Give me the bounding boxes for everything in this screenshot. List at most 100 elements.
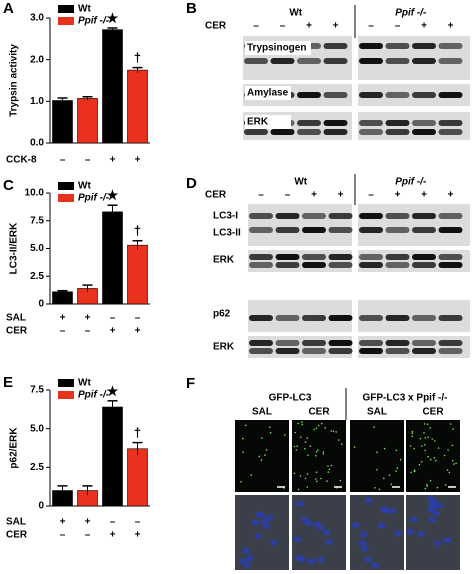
treatment-sign: + — [110, 326, 116, 337]
treatment-sign: – — [395, 21, 401, 32]
treatment-sign: + — [60, 517, 66, 528]
gfp-dot — [431, 438, 434, 440]
blot-band — [438, 315, 463, 321]
treatment-label: CER — [6, 530, 28, 541]
gfp-dot — [453, 463, 455, 465]
gfp-dot — [446, 469, 449, 471]
blot-band — [412, 129, 436, 135]
treatment-sign: + — [306, 21, 312, 32]
gfp-dot — [332, 430, 335, 433]
legend-swatch — [58, 379, 74, 387]
nucleus — [360, 545, 369, 552]
blot-band — [385, 120, 410, 126]
gfp-dot — [295, 449, 298, 451]
blot-band — [412, 348, 436, 354]
blot-band — [302, 315, 326, 321]
gfp-dot — [426, 485, 428, 488]
blot-band — [249, 227, 273, 233]
legend-swatch — [58, 17, 74, 25]
blot-band — [328, 315, 353, 321]
blot-band — [412, 340, 436, 346]
blot-band — [275, 340, 300, 346]
gfp-dot — [447, 449, 449, 451]
error-bar — [57, 97, 68, 103]
nucleus — [325, 538, 333, 545]
gfp-dot — [339, 479, 342, 482]
nucleus — [443, 537, 452, 544]
gfp-dot — [328, 468, 331, 471]
legend-label: Wt — [78, 378, 91, 389]
gfp-dot — [250, 474, 252, 476]
blot-band — [270, 58, 295, 64]
gfp-dot — [315, 478, 317, 480]
nucleus — [265, 514, 274, 521]
legend-label: Wt — [78, 4, 91, 15]
treatment-label: CER — [6, 326, 28, 337]
blot-band — [412, 43, 436, 49]
band-label: ERK — [213, 342, 235, 353]
blot-band — [438, 213, 463, 219]
gfp-dot — [242, 451, 244, 454]
blot-band — [249, 213, 273, 219]
blot-band — [275, 227, 300, 233]
gfp-dot — [421, 445, 423, 447]
micrograph-gfp — [292, 420, 346, 492]
gfp-dot — [411, 435, 414, 438]
gfp-dot — [374, 487, 376, 489]
error-bar — [132, 441, 143, 455]
gfp-dot — [423, 432, 425, 434]
blot-band — [385, 315, 410, 321]
y-tick-label: 1.0 — [30, 96, 44, 107]
micrograph-gfp — [406, 420, 460, 492]
gfp-dot — [315, 427, 318, 429]
group-label: GFP-LC3 x Ppif -/- — [363, 393, 448, 404]
blot-band — [275, 315, 300, 321]
gfp-dot — [435, 459, 437, 462]
gfp-dot — [395, 470, 397, 472]
nucleus — [293, 536, 302, 543]
blot-band — [359, 254, 383, 260]
nucleus — [359, 531, 368, 538]
y-tick-label: 3.0 — [30, 13, 44, 24]
column-label: CER — [422, 407, 444, 418]
gfp-dot — [306, 437, 309, 439]
treatment-sign: + — [421, 21, 427, 32]
gfp-dot — [373, 426, 375, 428]
group-label: GFP-LC3 — [269, 393, 312, 404]
treatment-sign: – — [285, 190, 291, 201]
gfp-dot — [245, 424, 247, 427]
group-label: Wt — [294, 177, 307, 188]
column-label: CER — [308, 407, 330, 418]
nucleus — [316, 524, 325, 531]
bar — [102, 29, 123, 144]
blot-band — [275, 348, 300, 354]
gfp-dot — [306, 473, 309, 475]
gfp-dot — [301, 421, 304, 423]
gfp-dot — [449, 423, 452, 425]
treatment-label: SAL — [6, 313, 26, 324]
error-bar — [107, 204, 118, 219]
nucleus — [428, 516, 437, 523]
gfp-dot — [341, 443, 343, 445]
blot-band — [438, 348, 463, 354]
blot-band — [302, 340, 326, 346]
nucleus — [238, 558, 247, 565]
blot-strip — [248, 204, 352, 246]
blot-band — [302, 227, 326, 233]
nucleus — [242, 547, 251, 554]
error-bar — [82, 485, 93, 496]
blot-band — [328, 254, 353, 260]
gfp-dot — [451, 444, 454, 447]
nucleus — [256, 511, 265, 518]
blot-band — [302, 348, 326, 354]
gfp-dot — [335, 431, 338, 433]
bar — [102, 211, 123, 305]
gfp-dot — [353, 446, 356, 448]
band-label: LC3-II — [213, 228, 241, 239]
gfp-dot — [294, 431, 297, 434]
blot-band — [412, 92, 436, 98]
gfp-dot — [304, 441, 307, 443]
bar — [127, 69, 148, 144]
blot-band — [412, 227, 436, 233]
nucleus — [364, 556, 372, 563]
